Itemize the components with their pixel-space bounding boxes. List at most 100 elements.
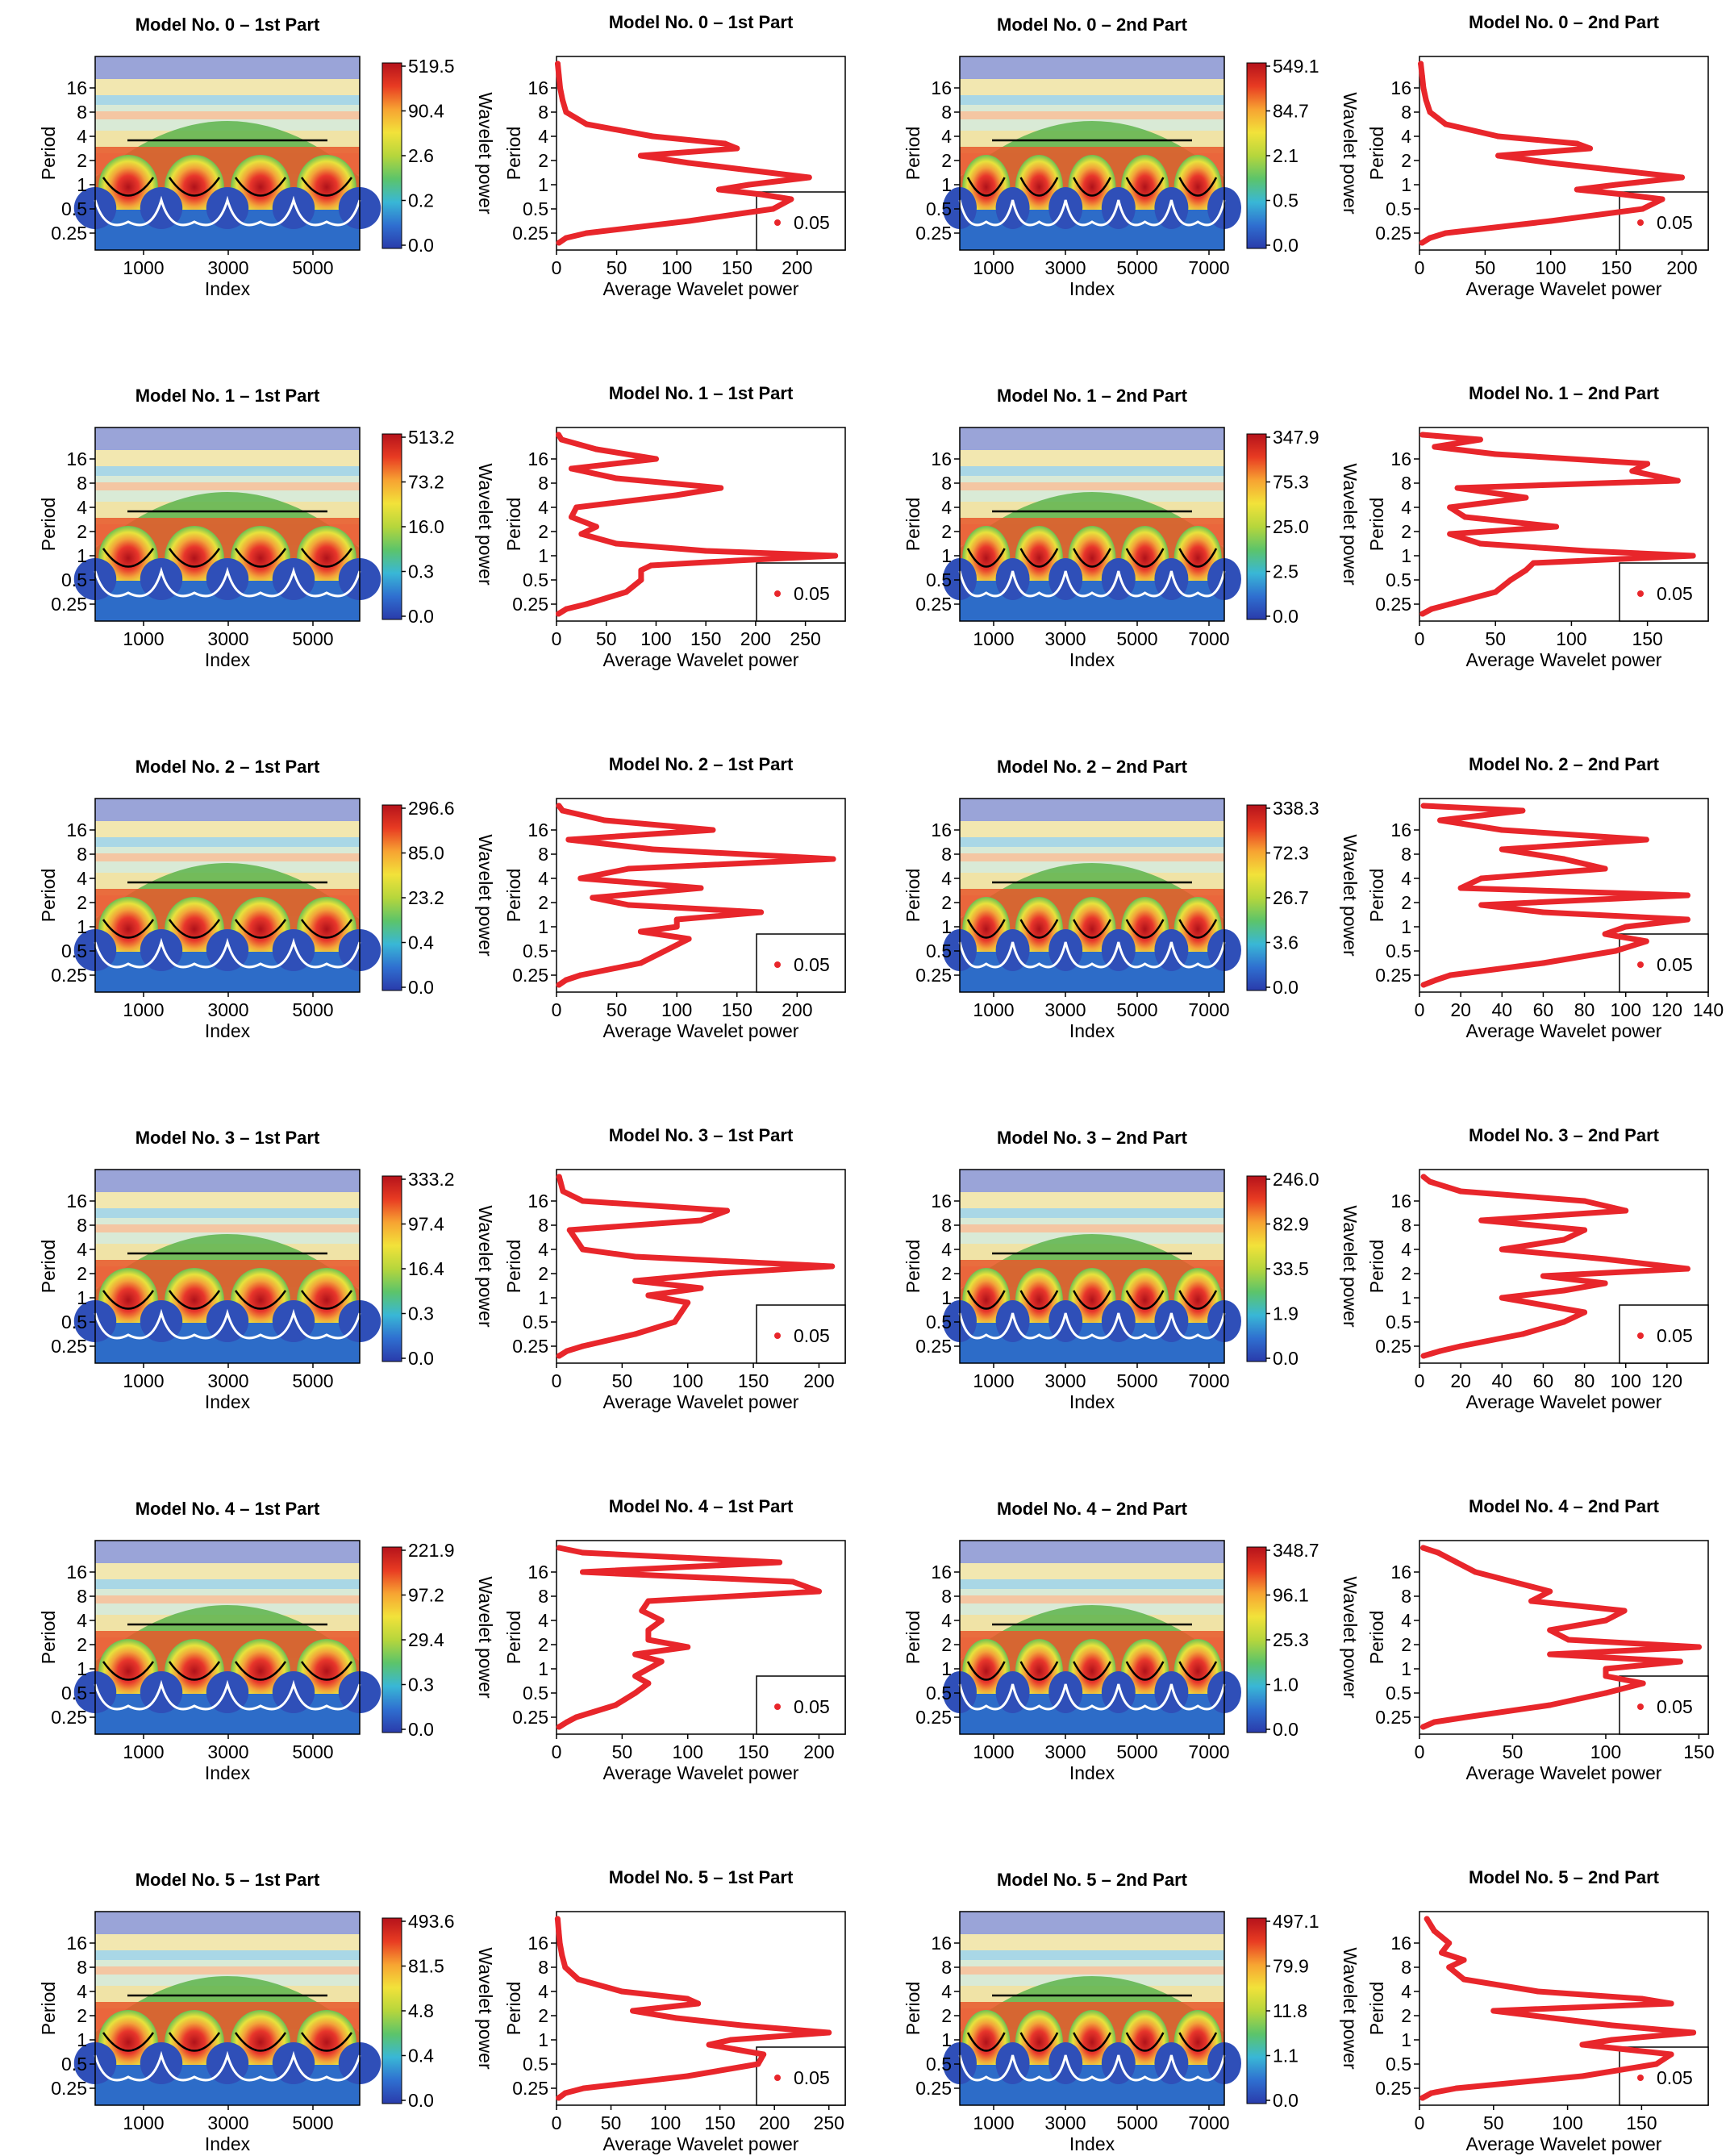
heatmap-band <box>960 837 1224 847</box>
plot-frame <box>959 56 1225 251</box>
colorbar-tick-label: 0.0 <box>408 606 434 627</box>
avg-power-point <box>1547 1627 1553 1633</box>
y-tick-label: 16 <box>931 1562 952 1583</box>
avg-power-point <box>658 1617 665 1624</box>
x-tick-label: 1000 <box>973 999 1014 1020</box>
x-axis-label: Average Wavelet power <box>1466 1020 1662 1041</box>
colorbar-label: Wavelet power <box>1340 1205 1361 1328</box>
heatmap-band <box>960 1579 1224 1589</box>
ridge-line <box>966 919 1006 939</box>
y-tick-label: 2 <box>538 150 548 171</box>
avg-power-point <box>1428 2090 1435 2096</box>
y-axis-label: Period <box>903 1982 923 2035</box>
heatmap-top-band <box>95 1912 360 1934</box>
colorbar-tick-label: 97.4 <box>408 1214 444 1235</box>
y-tick-label: 2 <box>1401 2005 1411 2026</box>
colorbar-tick-label: 3.6 <box>1273 932 1299 953</box>
heatmap-band <box>95 1595 360 1603</box>
colorbar-tick-label: 0.0 <box>1273 2090 1299 2111</box>
y-tick-label: 16 <box>66 1562 87 1583</box>
colorbar-tick-label: 72.3 <box>1273 843 1309 864</box>
y-tick-label: 1 <box>1401 916 1411 937</box>
legend-marker <box>774 2075 781 2081</box>
avg-power-point <box>1579 2073 1586 2079</box>
heatmap-band <box>960 1966 1224 1975</box>
avg-power-point <box>1499 846 1505 853</box>
legend-box <box>1619 1304 1709 1364</box>
y-tick-label: 8 <box>941 1215 952 1236</box>
avg-power-point <box>1490 2008 1497 2014</box>
heatmap-band <box>960 1208 1224 1218</box>
x-tick-label: 0 <box>1415 1741 1425 1762</box>
low-power-lobe <box>140 558 183 600</box>
avg-power-point <box>556 1724 562 1730</box>
wavelet-heatmap-panel: Model No. 0 – 1st Part 16 8 4 2 1 0.5 0.25 Perio… <box>38 15 496 299</box>
avg-power-point <box>790 1578 796 1585</box>
y-axis-label: Period <box>38 127 59 180</box>
y-tick-label: 4 <box>941 497 952 518</box>
y-tick-label: 1 <box>77 545 87 566</box>
y-axis-label: Period <box>503 1240 524 1293</box>
heatmap-band <box>960 95 1224 105</box>
ridge-line <box>168 1290 221 1310</box>
x-tick-label: 250 <box>790 628 820 649</box>
y-tick-label: 16 <box>527 1191 548 1211</box>
colorbar <box>381 62 402 249</box>
x-tick-label: 200 <box>759 2112 790 2133</box>
panel-title: Model No. 2 – 1st Part <box>609 754 794 774</box>
y-tick-label: 0.5 <box>926 1312 952 1332</box>
x-tick-label: 7000 <box>1188 257 1229 278</box>
avg-power-point <box>1528 1598 1535 1604</box>
x-tick-label: 5000 <box>292 2112 333 2133</box>
y-tick-label: 2 <box>77 892 87 913</box>
avg-power-point <box>1419 611 1426 617</box>
low-power-lobe <box>140 1671 183 1713</box>
ridge-line <box>300 919 353 939</box>
avg-power-point <box>1574 140 1580 147</box>
avg-power-point <box>711 1270 717 1277</box>
x-tick-label: 0 <box>552 1370 562 1391</box>
avg-power-point <box>1453 1559 1460 1566</box>
avg-power-point <box>639 1608 645 1614</box>
colorbar-tick-label: 0.3 <box>408 1303 434 1324</box>
avg-power-point <box>1472 1569 1478 1575</box>
x-tick-label: 5000 <box>1116 999 1157 1020</box>
avg-power-point <box>1519 1331 1526 1337</box>
panel-title: Model No. 4 – 2nd Part <box>997 1499 1188 1519</box>
y-tick-label: 0.5 <box>523 940 548 961</box>
avg-power-point <box>1640 206 1646 212</box>
avg-power-point <box>1643 836 1649 843</box>
avg-power-point <box>1507 577 1514 583</box>
x-tick-label: 7000 <box>1188 999 1229 1020</box>
ridge-line <box>1125 177 1165 197</box>
avg-power-point <box>1620 191 1626 198</box>
y-axis-label: Period <box>38 1982 59 2035</box>
legend-label: 0.05 <box>1657 1325 1693 1346</box>
legend-box <box>756 1675 846 1735</box>
y-tick-label: 2 <box>77 1634 87 1655</box>
ridge-line <box>1125 1661 1165 1681</box>
heatmap-top-band <box>95 56 360 79</box>
y-tick-label: 2 <box>1401 521 1411 542</box>
avg-power-point <box>746 181 752 188</box>
panel-title: Model No. 5 – 2nd Part <box>997 1870 1188 1890</box>
y-tick-label: 16 <box>931 77 952 98</box>
y-tick-label: 4 <box>1401 126 1411 147</box>
y-tick-label: 4 <box>941 1981 952 2002</box>
y-tick-label: 16 <box>1390 1933 1411 1954</box>
y-tick-label: 0.25 <box>51 965 87 986</box>
avg-power-panel: Model No. 4 – 2nd Part 0.05 16 8 4 2 1 0.5 0.25 P… <box>1366 1496 1715 1783</box>
ridge-line <box>102 1290 155 1310</box>
y-tick-label: 2 <box>1401 1634 1411 1655</box>
y-tick-label: 0.25 <box>1375 223 1411 244</box>
avg-power-point <box>758 909 765 915</box>
low-power-lobe <box>206 558 249 600</box>
avg-power-point <box>555 432 561 438</box>
y-tick-label: 0.5 <box>1386 1683 1411 1704</box>
wavelet-heatmap-panel: Model No. 3 – 1st Part 16 8 4 2 1 0.5 0.25 Perio… <box>38 1128 496 1412</box>
y-tick-label: 0.25 <box>915 594 952 615</box>
heatmap-band <box>95 1192 360 1208</box>
avg-power-point <box>1623 1207 1629 1214</box>
colorbar-tick-label: 333.2 <box>408 1169 455 1190</box>
legend-marker <box>774 961 781 968</box>
